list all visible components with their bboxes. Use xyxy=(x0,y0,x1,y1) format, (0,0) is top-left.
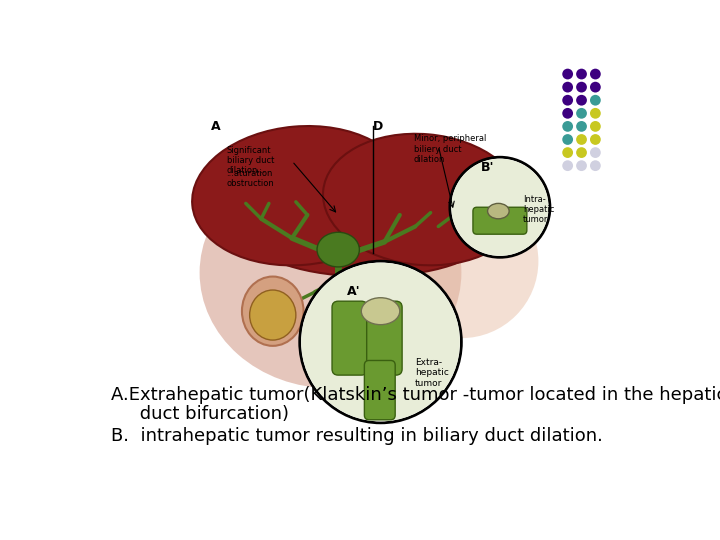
Circle shape xyxy=(590,95,600,106)
FancyBboxPatch shape xyxy=(332,301,367,375)
Circle shape xyxy=(562,82,573,92)
Circle shape xyxy=(576,69,587,79)
Circle shape xyxy=(590,121,600,132)
Circle shape xyxy=(576,95,587,106)
Circle shape xyxy=(301,262,460,421)
Circle shape xyxy=(576,108,587,119)
Circle shape xyxy=(451,159,549,256)
Ellipse shape xyxy=(199,157,462,388)
Text: Extra-
hepatic
tumor: Extra- hepatic tumor xyxy=(415,358,449,388)
Circle shape xyxy=(300,261,462,423)
Ellipse shape xyxy=(487,204,509,219)
Ellipse shape xyxy=(253,200,485,276)
Circle shape xyxy=(562,69,573,79)
FancyBboxPatch shape xyxy=(473,207,527,234)
Circle shape xyxy=(590,160,600,171)
Ellipse shape xyxy=(192,126,408,265)
Circle shape xyxy=(590,82,600,92)
Circle shape xyxy=(576,160,587,171)
Circle shape xyxy=(590,147,600,158)
Text: Significant
biliary duct
dilation...: Significant biliary duct dilation... xyxy=(227,146,274,176)
FancyBboxPatch shape xyxy=(364,361,395,420)
Circle shape xyxy=(590,108,600,119)
Circle shape xyxy=(562,160,573,171)
FancyBboxPatch shape xyxy=(366,301,402,375)
Ellipse shape xyxy=(317,232,359,267)
Ellipse shape xyxy=(361,298,400,325)
Circle shape xyxy=(576,121,587,132)
Circle shape xyxy=(576,82,587,92)
Circle shape xyxy=(562,147,573,158)
Text: ...aturation
obstruction: ...aturation obstruction xyxy=(227,168,274,188)
Circle shape xyxy=(450,157,550,257)
Ellipse shape xyxy=(250,290,296,340)
Text: A': A' xyxy=(347,286,361,299)
Text: duct bifurcation): duct bifurcation) xyxy=(111,405,289,423)
Ellipse shape xyxy=(323,134,523,265)
Circle shape xyxy=(576,134,587,145)
Text: A: A xyxy=(211,120,221,133)
Text: B.  intrahepatic tumor resulting in biliary duct dilation.: B. intrahepatic tumor resulting in bilia… xyxy=(111,427,603,444)
Circle shape xyxy=(590,69,600,79)
Text: B': B' xyxy=(481,161,494,174)
Ellipse shape xyxy=(242,276,304,346)
Text: Intra-
hepatic
tumor: Intra- hepatic tumor xyxy=(523,194,554,225)
Circle shape xyxy=(576,147,587,158)
Circle shape xyxy=(562,134,573,145)
Text: Minor, peripheral
biliery duct
dilation: Minor, peripheral biliery duct dilation xyxy=(414,134,486,164)
Circle shape xyxy=(562,95,573,106)
Circle shape xyxy=(590,134,600,145)
Text: D: D xyxy=(373,120,383,133)
Bar xyxy=(307,180,431,257)
Text: A.Extrahepatic tumor(Klatskin’s tumor -tumor located in the hepatic: A.Extrahepatic tumor(Klatskin’s tumor -t… xyxy=(111,386,720,404)
Circle shape xyxy=(562,121,573,132)
Circle shape xyxy=(562,108,573,119)
Ellipse shape xyxy=(384,184,539,338)
